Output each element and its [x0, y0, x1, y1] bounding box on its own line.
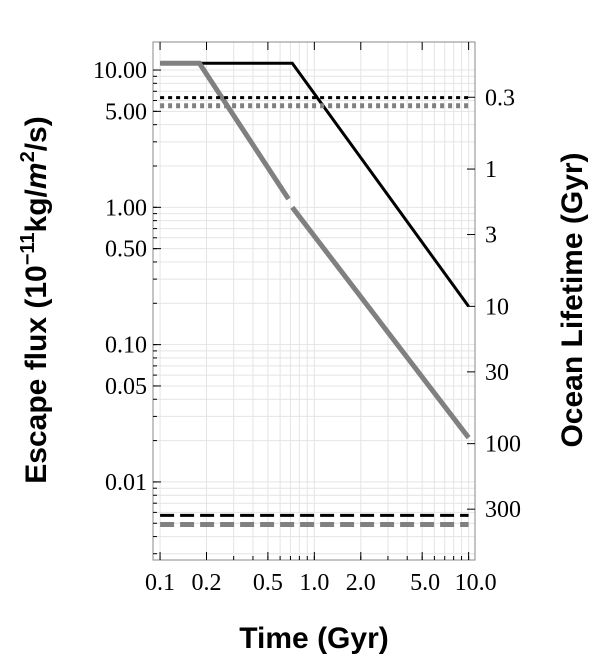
- x-tick-label: 10.0: [455, 570, 497, 596]
- x-tick-label: 0.5: [253, 570, 283, 596]
- x-tick-label: 1.0: [299, 570, 329, 596]
- y-tick-label: 0.10: [105, 333, 147, 359]
- y-tick-label: 0.01: [105, 470, 147, 496]
- ticks-layer: 0.1 0.2 0.5 1.0 2.0 5.0 10.0 10.00 5.00 1.00 0.50 0…: [93, 42, 521, 596]
- series-line-1-b: [290, 205, 471, 440]
- y-tick-label: 0.05: [105, 374, 147, 400]
- y-tick-label: 10.00: [93, 58, 147, 84]
- y2-tick-label: 10: [485, 294, 509, 320]
- x-tick-label: 0.2: [192, 570, 222, 596]
- y2-tick-label: 30: [485, 360, 509, 386]
- x-axis-title: Time (Gyr): [239, 622, 389, 655]
- y-tick-label: 1.00: [105, 195, 147, 221]
- series-line-0: [160, 61, 470, 308]
- x-tick-label: 2.0: [346, 570, 376, 596]
- x-tick-label: 0.1: [145, 570, 175, 596]
- series-layer: [160, 60, 471, 527]
- y-axis-title: Escape flux (10−11kg/m2/s): [17, 116, 53, 483]
- y2-axis-title: Ocean Lifetime (Gyr): [556, 152, 589, 447]
- y2-tick-label: 0.3: [485, 85, 515, 111]
- y-tick-label: 0.50: [105, 237, 147, 263]
- y-tick-label: 5.00: [105, 99, 147, 125]
- x-tick-label: 5.0: [410, 570, 440, 596]
- y2-tick-label: 1: [485, 157, 497, 183]
- y2-tick-label: 300: [485, 497, 521, 523]
- y2-tick-label: 3: [485, 223, 497, 249]
- y2-tick-label: 100: [485, 432, 521, 458]
- series-line-1-a: [160, 60, 291, 201]
- grid: [153, 42, 475, 560]
